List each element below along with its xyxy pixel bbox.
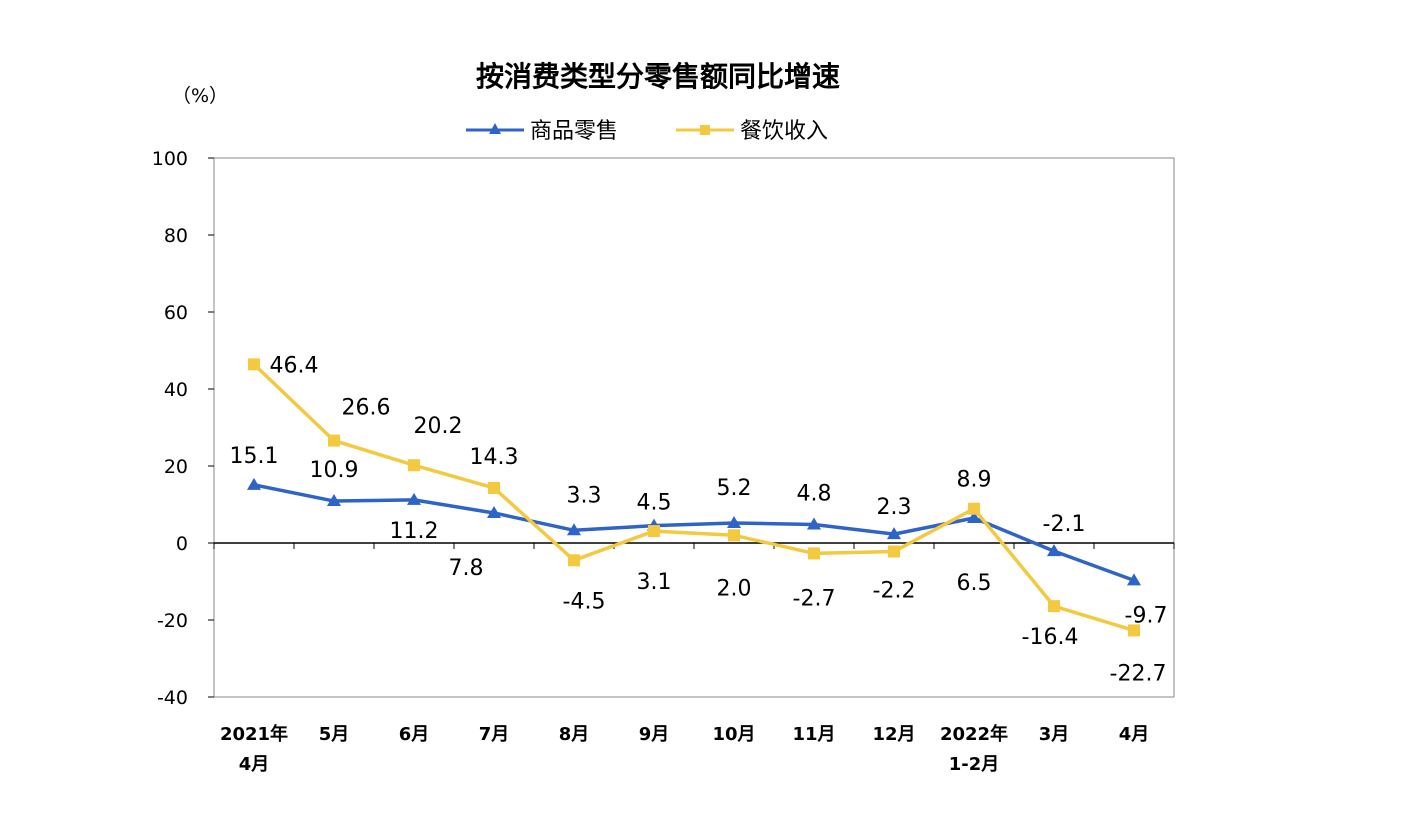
data-label-catering: 20.2: [414, 414, 463, 439]
retail-point: [807, 517, 821, 530]
catering-point: [1128, 624, 1140, 637]
y-tick-label: 100: [152, 148, 188, 170]
catering-point: [808, 547, 820, 560]
x-tick-label: 5月: [319, 724, 350, 745]
catering-point: [888, 545, 900, 558]
data-label-catering: 14.3: [470, 445, 519, 470]
data-label-catering: 26.6: [342, 396, 391, 421]
y-tick-label: -20: [157, 610, 188, 632]
data-label-catering: 3.1: [637, 570, 672, 595]
data-label-retail: -9.7: [1125, 603, 1168, 628]
series-layer: [247, 358, 1141, 637]
x-tick-label: 2021年: [220, 723, 288, 745]
plot-area: [213, 157, 1175, 698]
retail-point: [1047, 544, 1061, 557]
y-tick-label: 60: [164, 302, 188, 324]
catering-point: [568, 554, 580, 567]
y-tick-label: 20: [164, 456, 188, 478]
x-tick-label: 9月: [639, 724, 670, 745]
catering-point: [248, 358, 260, 371]
data-label-retail: 2.3: [877, 495, 912, 520]
series-line-catering: [252, 363, 1135, 633]
x-tick-label: 4月: [1119, 724, 1150, 745]
legend-item-catering: 餐饮收入: [676, 119, 828, 144]
x-tick-label: 2022年: [940, 723, 1008, 745]
retail-point: [327, 494, 341, 507]
y-tick-label: 40: [164, 379, 188, 401]
catering-point: [1048, 600, 1060, 613]
x-axis: 2021年 4月 5月 6月 7月 8月 9月 10月 11月 12月 2022年 1-2月 3月 4月: [213, 542, 1175, 775]
catering-point: [648, 525, 660, 538]
legend-marker-catering: [700, 125, 710, 135]
y-tick-label: 80: [164, 225, 188, 247]
catering-point: [328, 434, 340, 447]
data-label-catering: -2.7: [793, 586, 836, 611]
catering-point: [968, 502, 980, 515]
data-label-catering: 2.0: [717, 576, 752, 601]
data-label-catering: -4.5: [563, 589, 606, 614]
legend-item-retail: 商品零售: [466, 119, 618, 144]
data-label-retail: 15.1: [230, 444, 279, 469]
retail-point: [1127, 573, 1141, 586]
data-labels: 15.1 10.9 11.2 7.8 3.3 4.5 5.2 4.8 2.3 6.5 -2.1 -9.…: [230, 353, 1168, 686]
y-axis: 100 80 60 40 20 0 -20 -40: [152, 148, 214, 709]
unit-label: （%）: [172, 85, 228, 107]
data-label-catering: 46.4: [270, 353, 319, 378]
x-tick-label: 11月: [792, 724, 835, 745]
data-label-catering: 8.9: [957, 468, 992, 493]
catering-point: [488, 481, 500, 494]
data-label-retail: 7.8: [449, 556, 484, 581]
x-tick-label: 1-2月: [949, 754, 1000, 775]
legend: 商品零售 餐饮收入: [466, 119, 828, 144]
legend-label-catering: 餐饮收入: [740, 119, 828, 144]
legend-marker-retail: [489, 123, 501, 134]
data-label-retail: 6.5: [957, 571, 992, 596]
y-tick-label: 0: [176, 533, 188, 555]
x-tick-label: 6月: [399, 724, 430, 745]
data-label-catering: -22.7: [1110, 661, 1167, 686]
retail-point: [407, 492, 421, 505]
data-label-retail: 3.3: [567, 483, 602, 508]
x-tick-label: 12月: [872, 724, 915, 745]
retail-point: [487, 505, 501, 518]
data-label-retail: 4.5: [637, 491, 672, 516]
data-label-retail: 4.8: [797, 482, 832, 507]
retail-point: [567, 523, 581, 536]
catering-point: [728, 529, 740, 542]
legend-label-retail: 商品零售: [530, 119, 618, 144]
x-tick-label: 3月: [1039, 724, 1070, 745]
x-tick-label: 7月: [479, 724, 510, 745]
retail-point: [887, 527, 901, 540]
retail-point: [247, 477, 261, 490]
data-label-retail: -2.1: [1043, 512, 1086, 537]
x-tick-label: 4月: [239, 754, 270, 775]
x-tick-label: 10月: [712, 724, 755, 745]
chart-title: 按消费类型分零售额同比增速: [476, 60, 840, 93]
retail-point: [727, 515, 741, 528]
data-label-retail: 11.2: [390, 519, 439, 544]
y-tick-label: -40: [157, 687, 188, 709]
retail-point: [967, 510, 981, 523]
x-tick-label: 8月: [559, 724, 590, 745]
data-label-catering: -16.4: [1022, 625, 1079, 650]
data-label-catering: -2.2: [873, 578, 916, 603]
data-label-retail: 5.2: [717, 476, 752, 501]
data-label-retail: 10.9: [310, 458, 359, 483]
catering-point: [408, 459, 420, 472]
